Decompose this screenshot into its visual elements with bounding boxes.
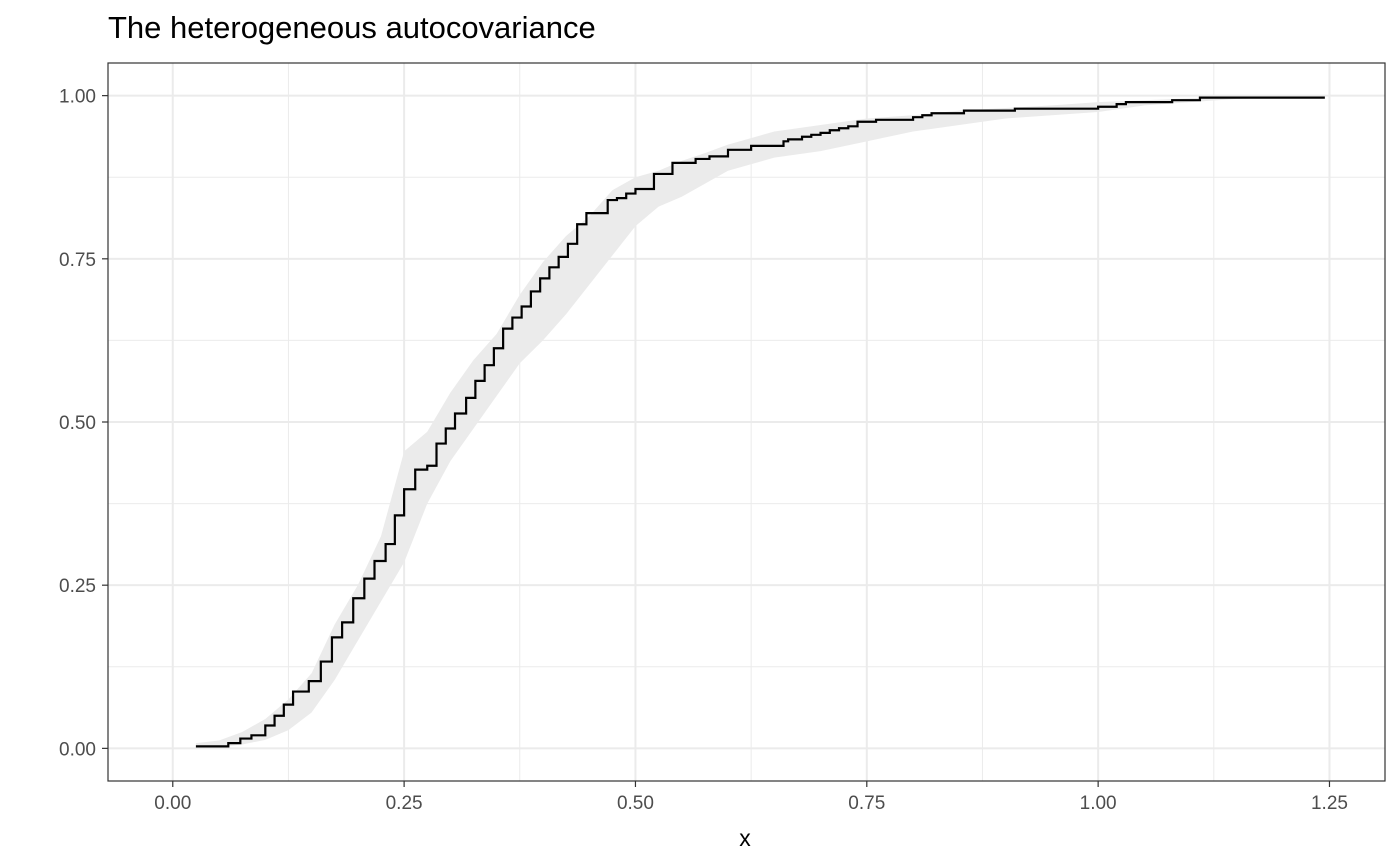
y-tick-label: 0.75 [59, 250, 96, 271]
chart-title: The heterogeneous autocovariance [108, 10, 596, 45]
x-axis-title: x [739, 825, 751, 851]
x-tick-label: 1.00 [1080, 793, 1117, 814]
ecdf-step-line [195, 96, 1325, 748]
x-tick-label: 0.25 [386, 793, 423, 814]
y-tick-label: 1.00 [59, 87, 96, 108]
y-tick-label: 0.25 [59, 576, 96, 597]
y-tick-label: 0.50 [59, 413, 96, 434]
x-tick-label: 0.50 [617, 793, 654, 814]
x-tick-label: 0.75 [848, 793, 885, 814]
plot-area: 0.00 0.25 0.50 0.75 1.00 1.25 0.00 0.25 0.50 0.75… [59, 62, 1386, 814]
y-tick-label: 0.00 [59, 739, 96, 760]
x-tick-label: 0.00 [154, 793, 191, 814]
x-tick-label: 1.25 [1311, 793, 1348, 814]
